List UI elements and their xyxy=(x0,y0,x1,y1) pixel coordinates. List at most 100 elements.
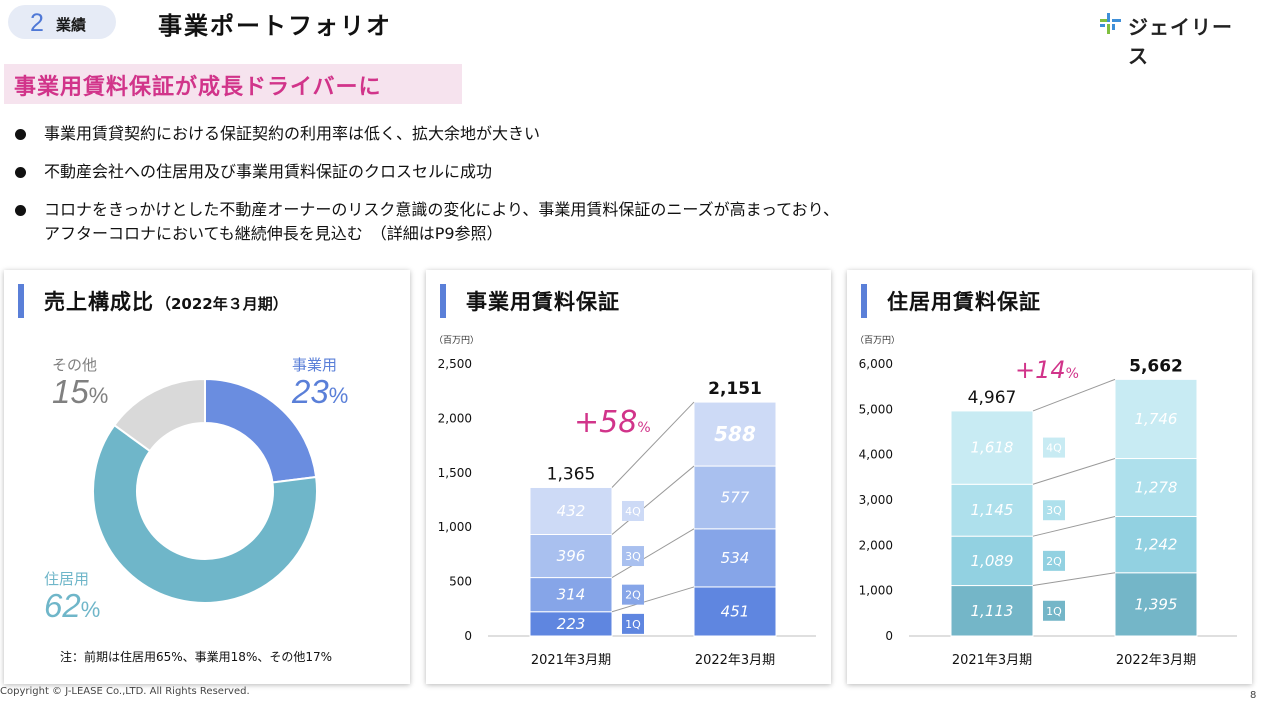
page-title: 事業ポートフォリオ xyxy=(158,12,392,40)
quarter-tag-label: 3Q xyxy=(1046,504,1062,517)
bar-segment-2Q xyxy=(693,528,777,588)
panel-title-text: 売上構成比 xyxy=(44,290,154,314)
highlight-banner: 事業用賃料保証が成長ドライバーに xyxy=(4,64,462,104)
bar-segment-2Q xyxy=(1114,515,1198,574)
panel-title-sub: （2022年３月期） xyxy=(156,295,288,313)
section-badge: 2 業績 xyxy=(8,5,116,39)
bullet-dot-icon xyxy=(15,205,26,216)
bar-data-label: 396 xyxy=(557,547,586,565)
quarter-tag-label: 2Q xyxy=(625,589,641,602)
bar-total-label: 2,151 xyxy=(708,379,762,399)
bar-data-label: 588 xyxy=(714,422,756,446)
bar-data-label: 223 xyxy=(557,615,586,633)
bar-segment-1Q xyxy=(1114,572,1198,637)
quarter-tag xyxy=(1043,500,1065,521)
bar-data-label: 1,395 xyxy=(1135,595,1178,613)
logo-text: ジェイリース xyxy=(1128,15,1233,68)
bar-data-label: 314 xyxy=(557,586,586,604)
bar-segment-4Q xyxy=(950,410,1034,485)
quarter-tag-label: 2Q xyxy=(1046,555,1062,568)
business-stacked-bar-chart: （百万円） 0 500 1,000 1,500 2,000 2,500 223 314 396 43… xyxy=(434,335,816,668)
bullet-item: 不動産会社への住居用及び事業用賃料保証のクロスセルに成功 xyxy=(12,160,1252,184)
bar-segment-2Q xyxy=(529,577,613,613)
y-tick-label: 0 xyxy=(885,629,893,643)
growth-annotation: +58% xyxy=(574,405,651,440)
copyright: Copyright © J-LEASE Co.,LTD. All Rights … xyxy=(0,686,250,697)
quarter-tag xyxy=(1043,550,1065,571)
bar-data-label: 1,145 xyxy=(971,501,1014,519)
bar-data-label: 1,618 xyxy=(971,439,1014,457)
quarter-tag xyxy=(622,500,644,521)
donut-label-unit: % xyxy=(80,597,101,622)
bullet-dot-icon xyxy=(15,129,26,140)
bar-segment-1Q xyxy=(693,586,777,637)
connector-line xyxy=(611,465,695,535)
y-tick-label: 4,000 xyxy=(859,448,893,462)
bullet-text: 不動産会社への住居用及び事業用賃料保証のクロスセルに成功 xyxy=(44,162,493,181)
logo-mark-icon xyxy=(1100,13,1121,34)
bar-segment-4Q xyxy=(529,486,613,535)
connector-line xyxy=(611,401,695,488)
panel-title: 売上構成比 （2022年３月期） xyxy=(44,286,288,316)
unit-label: （百万円） xyxy=(855,335,900,346)
donut-chart xyxy=(92,377,318,604)
bar-segment-2Q xyxy=(950,535,1034,587)
y-tick-label: 2,500 xyxy=(438,357,472,371)
bullet-dot-icon xyxy=(15,167,26,178)
panel-title: 事業用賃料保証 xyxy=(466,290,620,314)
quarter-tag-label: 4Q xyxy=(625,505,641,518)
bar-total-label: 4,967 xyxy=(968,388,1017,408)
footnote: 注：前期は住居用65%、事業用18%、その他17% xyxy=(60,650,333,664)
company-logo: ジェイリース xyxy=(1098,10,1250,68)
panel-accent-bar xyxy=(861,284,867,318)
donut-label-unit: % xyxy=(328,383,349,408)
quarter-tag xyxy=(622,613,644,634)
connector-line xyxy=(611,528,695,579)
residential-guarantee-panel: 住居用賃料保証 （百万円） 0 1,000 2,000 3,000 4,000 5,000 6… xyxy=(847,270,1252,684)
bullet-text: アフターコロナにおいても継続伸長を見込む （詳細はP9参照） xyxy=(44,224,503,243)
page-number: 8 xyxy=(1250,690,1257,701)
bullet-list: 事業用賃貸契約における保証契約の利用率は低く、拡大余地が大きい 不動産会社への住… xyxy=(12,122,1252,260)
quarter-tag xyxy=(622,584,644,605)
bar-data-label: 1,089 xyxy=(971,552,1014,570)
bar-data-label: 1,242 xyxy=(1135,536,1178,554)
connector-line xyxy=(1032,572,1116,587)
bullet-text: 事業用賃貸契約における保証契約の利用率は低く、拡大余地が大きい xyxy=(44,124,541,143)
y-tick-label: 2,000 xyxy=(859,538,893,552)
donut-label-value: 62 xyxy=(44,587,81,624)
bar-segment-1Q xyxy=(529,611,613,637)
sales-composition-panel: 売上構成比 （2022年３月期） 事業用 23% 住居用 62% その他 15% … xyxy=(4,270,410,684)
bar-segment-4Q xyxy=(1114,378,1198,460)
quarter-tag-label: 3Q xyxy=(625,550,641,563)
highlight-text: 事業用賃料保証が成長ドライバーに xyxy=(14,75,382,100)
panel-accent-bar xyxy=(440,284,446,318)
donut-slice-other xyxy=(112,377,206,453)
y-tick-label: 0 xyxy=(464,629,472,643)
quarter-tag-label: 1Q xyxy=(625,618,641,631)
donut-label-name: 事業用 xyxy=(292,356,338,374)
quarter-tag xyxy=(622,546,644,567)
page-header: 2 業績 事業ポートフォリオ ジェイリース xyxy=(0,0,1262,68)
x-category-label: 2022年3月期 xyxy=(695,653,775,668)
donut-label-name: その他 xyxy=(52,356,98,374)
quarter-tag-label: 1Q xyxy=(1046,605,1062,618)
y-tick-label: 500 xyxy=(449,575,472,589)
bar-total-label: 1,365 xyxy=(547,464,596,484)
bar-data-label: 451 xyxy=(721,602,750,620)
bar-data-label: 1,278 xyxy=(1135,478,1178,496)
bar-total-label: 5,662 xyxy=(1129,356,1183,376)
bar-segment-3Q xyxy=(950,483,1034,537)
bar-segment-1Q xyxy=(950,585,1034,637)
donut-label-business: 事業用 23% xyxy=(292,354,348,413)
y-tick-label: 1,000 xyxy=(438,520,472,534)
unit-label: （百万円） xyxy=(434,335,479,346)
bar-data-label: 1,113 xyxy=(971,602,1014,620)
bar-data-label: 432 xyxy=(557,502,586,520)
donut-label-value: 23 xyxy=(292,373,329,410)
donut-label-residential: 住居用 62% xyxy=(44,568,100,627)
x-category-label: 2022年3月期 xyxy=(1116,653,1196,668)
y-tick-label: 2,000 xyxy=(438,411,472,425)
x-category-label: 2021年3月期 xyxy=(952,653,1032,668)
bar-data-label: 577 xyxy=(721,488,750,506)
donut-slice-residential xyxy=(92,423,318,604)
